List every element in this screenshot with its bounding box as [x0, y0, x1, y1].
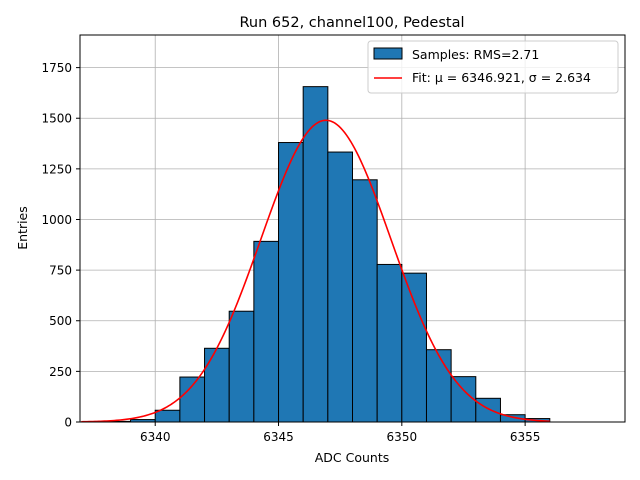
x-axis-label: ADC Counts [315, 450, 390, 465]
y-tick-label: 500 [49, 314, 72, 328]
chart-title: Run 652, channel100, Pedestal [239, 15, 464, 31]
y-tick-label: 750 [49, 264, 72, 278]
histogram-bar [154, 409, 181, 423]
histogram-bar [401, 272, 427, 423]
legend-fit-label: Fit: μ = 6346.921, σ = 2.634 [412, 70, 591, 85]
histogram-bars [105, 86, 551, 423]
histogram-bar [450, 376, 477, 423]
x-tick-label: 6340 [140, 430, 171, 444]
histogram-bar [376, 263, 403, 423]
x-axis-ticks: 6340 6345 6350 6355 [140, 422, 540, 444]
legend: Samples: RMS=2.71 Fit: μ = 6346.921, σ =… [367, 40, 619, 94]
y-axis-ticks: 0 250 500 750 1000 1250 1500 1750 [41, 61, 80, 430]
y-axis-label: Entries [15, 206, 30, 250]
y-tick-label: 1250 [41, 162, 72, 176]
y-tick-label: 250 [49, 365, 72, 379]
histogram-bar [204, 347, 230, 423]
x-tick-label: 6350 [387, 430, 418, 444]
fit-curve [81, 119, 550, 423]
histogram-bar [327, 151, 353, 423]
y-tick-label: 0 [64, 416, 72, 430]
legend-hist-label: Samples: RMS=2.71 [412, 47, 539, 62]
histogram-bar [425, 349, 452, 423]
x-tick-label: 6345 [263, 430, 294, 444]
legend-box [367, 40, 619, 94]
histogram-bar [253, 240, 280, 423]
histogram-bar [302, 86, 329, 423]
histogram-bar [352, 179, 378, 423]
legend-hist-swatch [373, 47, 403, 60]
histogram-bar [475, 397, 501, 423]
y-tick-label: 1500 [41, 112, 72, 126]
histogram-bar [179, 376, 206, 423]
y-tick-label: 1000 [41, 213, 72, 227]
histogram-bar [228, 310, 255, 423]
y-tick-label: 1750 [41, 61, 72, 75]
plot-frame [79, 34, 626, 423]
x-tick-label: 6355 [510, 430, 541, 444]
histogram-bar [278, 142, 304, 423]
